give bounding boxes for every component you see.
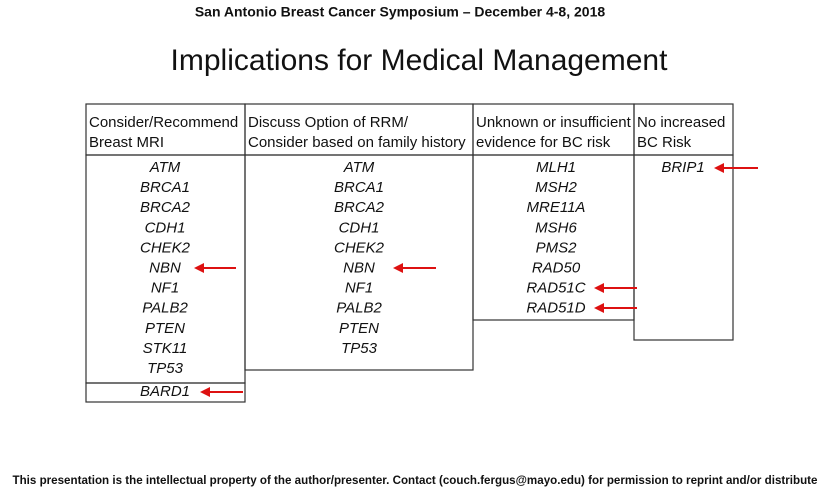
gene: TP53 <box>147 360 184 377</box>
column-heading: Breast MRI <box>89 134 164 151</box>
footer: This presentation is the intellectual pr… <box>13 474 818 487</box>
gene: NF1 <box>151 280 179 297</box>
column-heading: Consider/Recommend <box>89 114 238 131</box>
arrowhead <box>714 163 724 173</box>
gene: PALB2 <box>336 300 382 317</box>
column-heading: Discuss Option of RRM/ <box>248 114 409 131</box>
body-cell <box>633 154 734 341</box>
gene: NBN <box>343 259 375 276</box>
column-heading: Consider based on family history <box>248 134 466 151</box>
table-text: Consider/Recommend Breast MRI ATM BRCA1 BRCA… <box>89 114 725 400</box>
gene: CHEK2 <box>334 239 385 256</box>
gene: RAD50 <box>532 259 581 276</box>
gene: PALB2 <box>142 300 188 317</box>
gene: TP53 <box>341 340 378 357</box>
arrowhead <box>200 387 210 397</box>
arrowhead <box>594 283 604 293</box>
column-heading: Unknown or insufficient <box>476 114 632 131</box>
arrowhead <box>594 303 604 313</box>
gene: RAD51C <box>526 280 585 297</box>
gene: MSH2 <box>535 179 577 196</box>
column-heading: BC Risk <box>637 134 692 151</box>
gene: MSH6 <box>535 219 577 236</box>
gene: CDH1 <box>339 219 380 236</box>
gene: BRCA1 <box>140 179 190 196</box>
gene: PTEN <box>145 320 185 337</box>
gene: RAD51D <box>526 300 585 317</box>
gene: ATM <box>343 159 375 176</box>
arrows <box>194 163 758 397</box>
gene: BARD1 <box>140 383 190 400</box>
conference: San Antonio Breast Cancer Symposium – De… <box>195 4 606 20</box>
gene: CHEK2 <box>140 239 191 256</box>
gene: MRE11A <box>527 199 586 216</box>
column-heading: No increased <box>637 114 725 131</box>
gene: NF1 <box>345 280 373 297</box>
gene: CDH1 <box>145 219 186 236</box>
arrowhead <box>393 263 403 273</box>
gene: NBN <box>149 259 181 276</box>
gene: BRCA2 <box>334 199 385 216</box>
gene: MLH1 <box>536 159 576 176</box>
arrowhead <box>194 263 204 273</box>
body-cell <box>85 382 246 403</box>
table-frame <box>85 103 734 403</box>
gene: PMS2 <box>536 239 578 256</box>
gene: PTEN <box>339 320 379 337</box>
gene: STK11 <box>143 340 188 357</box>
slide-title: Implications for Medical Management <box>171 44 669 77</box>
gene: BRCA2 <box>140 199 191 216</box>
gene: ATM <box>149 159 181 176</box>
column-heading: evidence for BC risk <box>476 134 611 151</box>
gene: BRCA1 <box>334 179 384 196</box>
gene: BRIP1 <box>661 159 704 176</box>
